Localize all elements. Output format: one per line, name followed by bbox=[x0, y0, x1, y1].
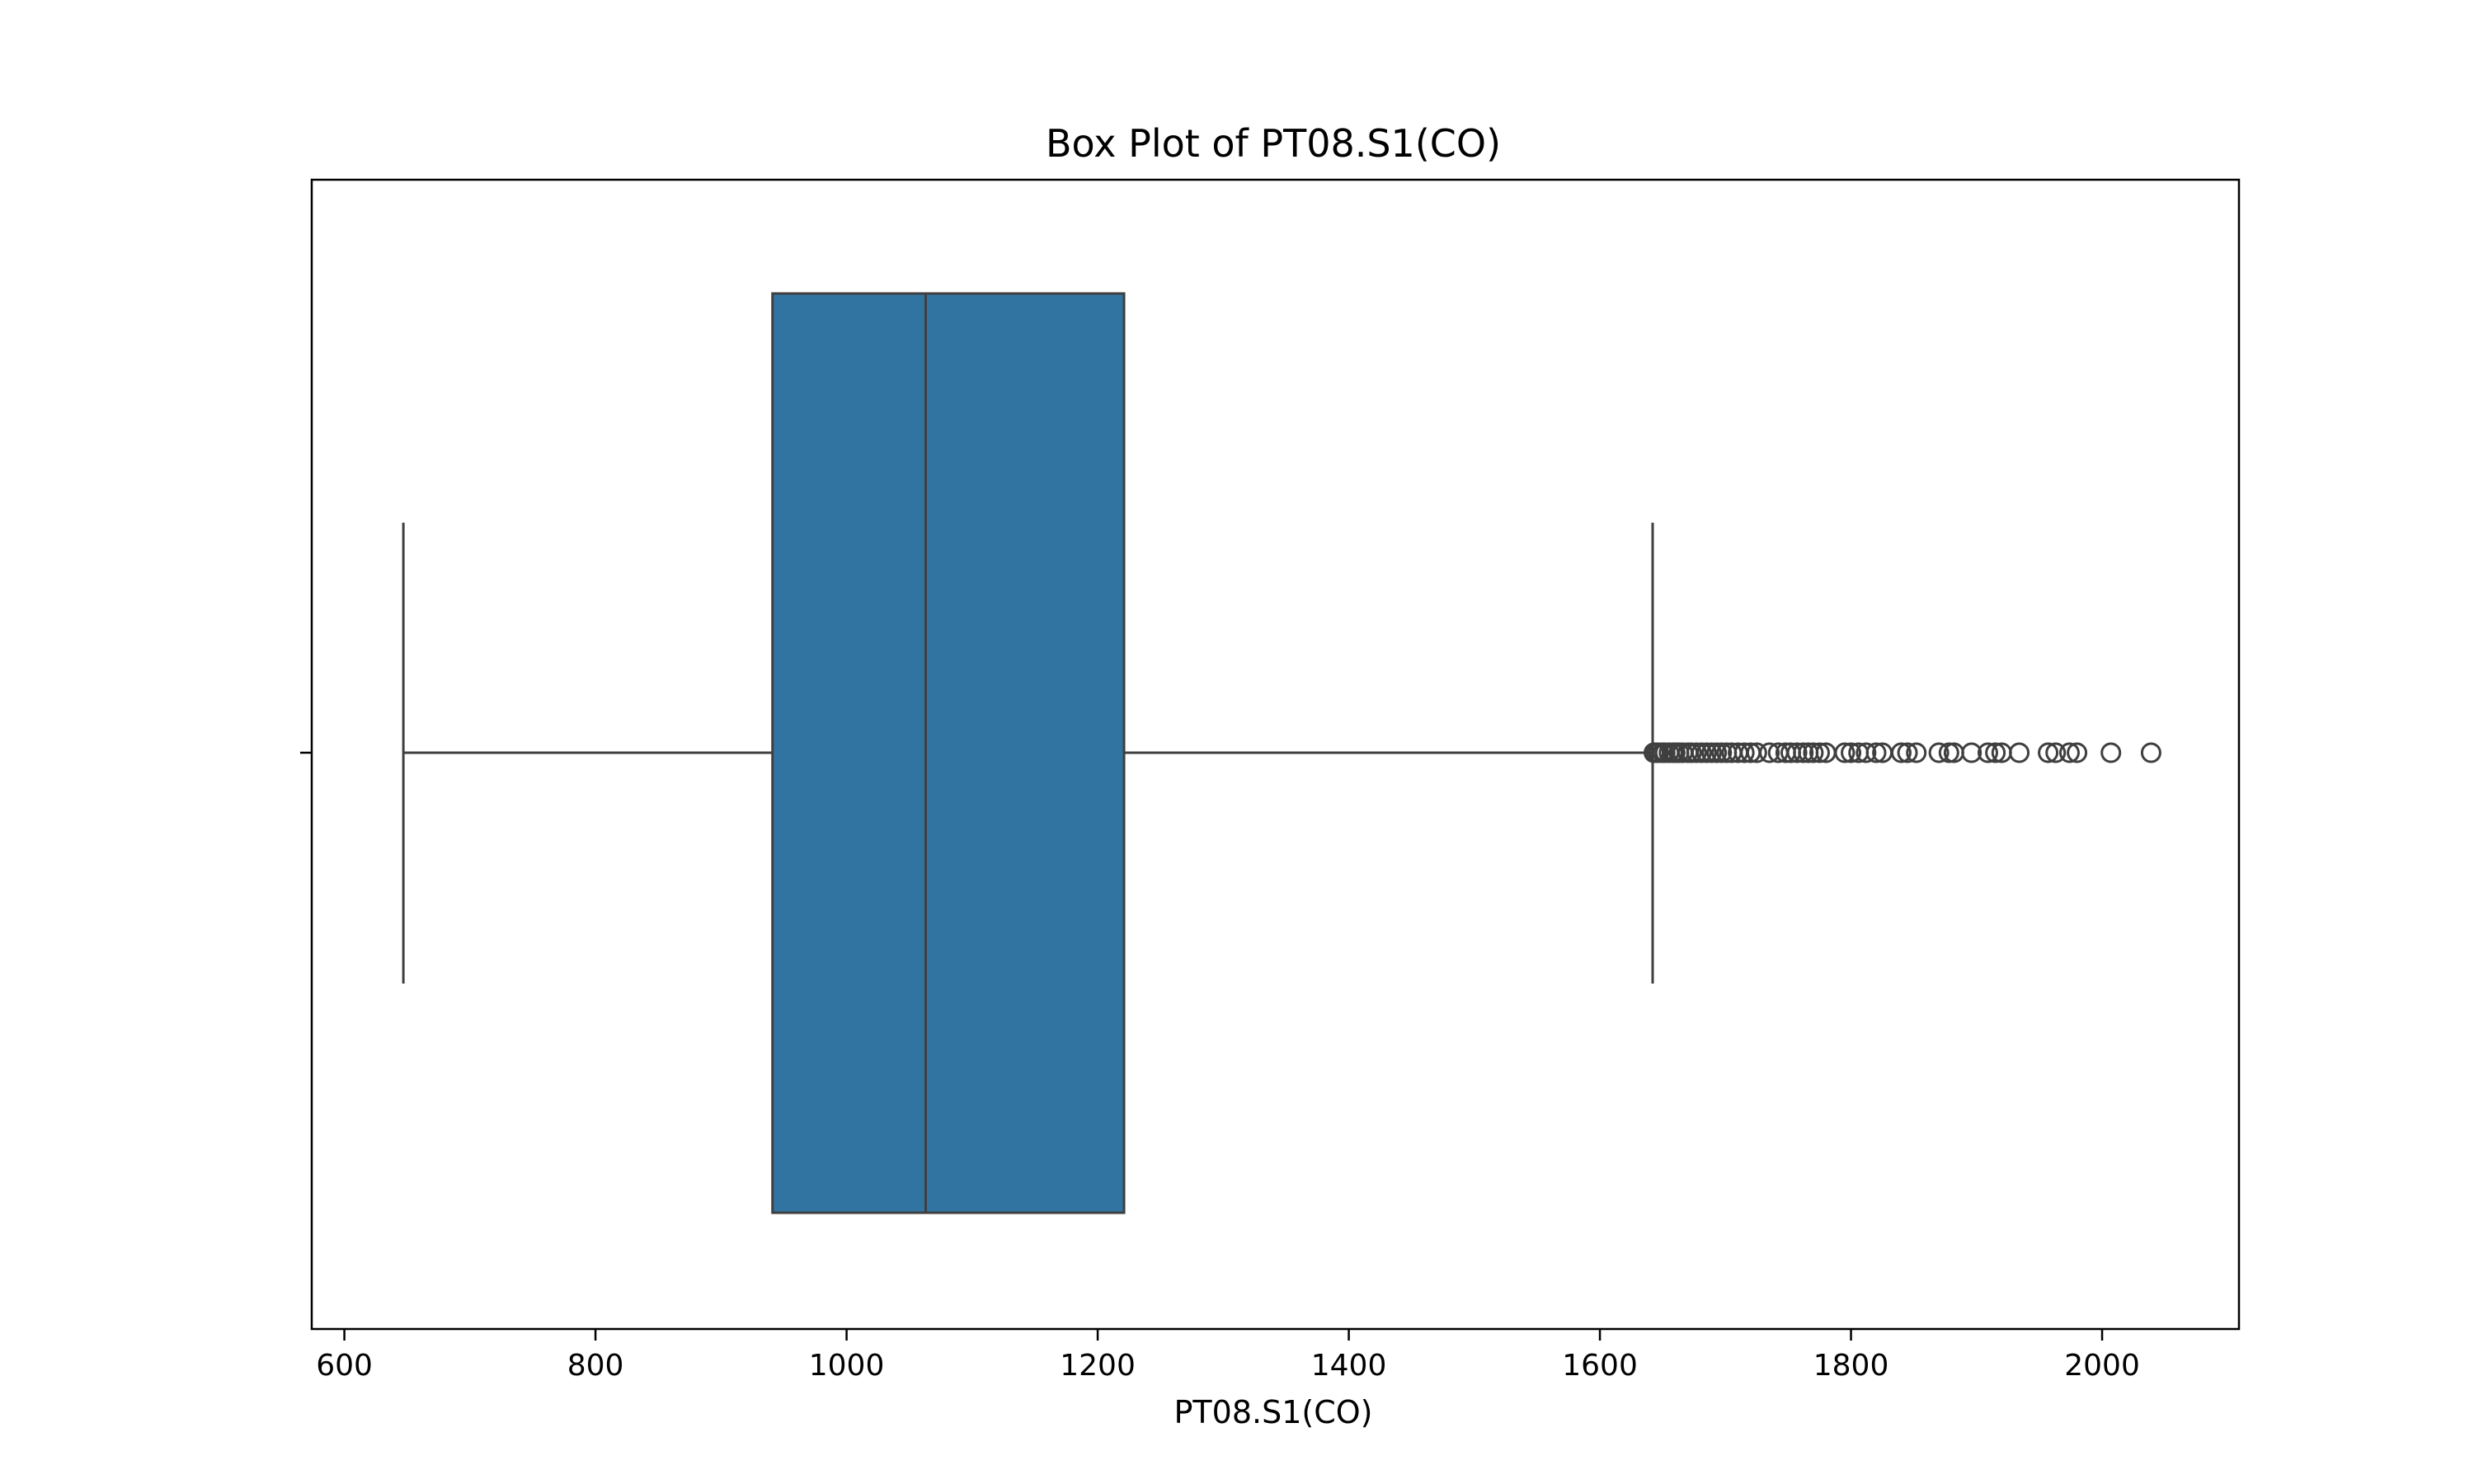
x-tick-label: 2000 bbox=[2064, 1349, 2140, 1383]
outlier-point bbox=[2045, 742, 2067, 763]
outlier-point bbox=[1985, 742, 2006, 763]
outlier-point bbox=[1841, 742, 1862, 763]
x-tick-label: 1800 bbox=[1813, 1349, 1889, 1383]
outlier-point bbox=[2058, 742, 2080, 763]
outlier-point bbox=[1793, 742, 1814, 763]
outlier-point bbox=[1759, 742, 1780, 763]
x-axis: 600 800 1000 1200 1400 1600 1800 2000 bbox=[316, 1329, 2140, 1383]
outlier-point bbox=[2100, 742, 2122, 763]
outlier-point bbox=[1711, 742, 1733, 763]
outlier-point bbox=[1701, 742, 1723, 763]
outlier-point bbox=[2140, 742, 2161, 763]
outlier-point bbox=[2009, 742, 2030, 763]
outlier-point bbox=[1696, 742, 1717, 763]
outlier-point bbox=[1746, 742, 1767, 763]
outlier-point bbox=[1928, 742, 1950, 763]
x-tick-label: 1000 bbox=[809, 1349, 885, 1383]
x-tick-label: 800 bbox=[567, 1349, 624, 1383]
outlier-point bbox=[1890, 742, 1912, 763]
plot-frame bbox=[310, 178, 2241, 1331]
box-layer bbox=[402, 292, 1654, 1214]
outlier-point bbox=[1856, 742, 1877, 763]
outlier-point bbox=[1681, 742, 1702, 763]
chart-title: Box Plot of PT08.S1(CO) bbox=[1046, 121, 1501, 166]
iqr-box bbox=[771, 292, 1126, 1214]
x-tick-label: 1600 bbox=[1562, 1349, 1638, 1383]
outlier-point bbox=[1834, 742, 1856, 763]
outlier-point bbox=[1706, 742, 1728, 763]
outlier-point bbox=[1961, 742, 1982, 763]
outlier-point bbox=[1808, 742, 1830, 763]
x-tick-label: 600 bbox=[316, 1349, 373, 1383]
outlier-layer bbox=[1644, 742, 2161, 763]
outlier-point bbox=[1978, 742, 1999, 763]
outlier-point bbox=[2067, 742, 2088, 763]
outlier-point bbox=[1938, 742, 1959, 763]
outlier-point bbox=[1733, 742, 1755, 763]
outlier-point bbox=[1686, 742, 1707, 763]
outlier-point bbox=[1906, 742, 1927, 763]
outlier-point bbox=[1803, 742, 1824, 763]
outlier-point bbox=[2038, 742, 2059, 763]
x-tick-label: 1400 bbox=[1311, 1349, 1387, 1383]
x-axis-label: PT08.S1(CO) bbox=[1174, 1394, 1373, 1430]
outlier-point bbox=[1865, 742, 1887, 763]
outlier-point bbox=[1691, 742, 1712, 763]
x-tick-label: 1200 bbox=[1060, 1349, 1136, 1383]
outlier-point bbox=[1897, 742, 1918, 763]
outlier-point bbox=[1786, 742, 1808, 763]
